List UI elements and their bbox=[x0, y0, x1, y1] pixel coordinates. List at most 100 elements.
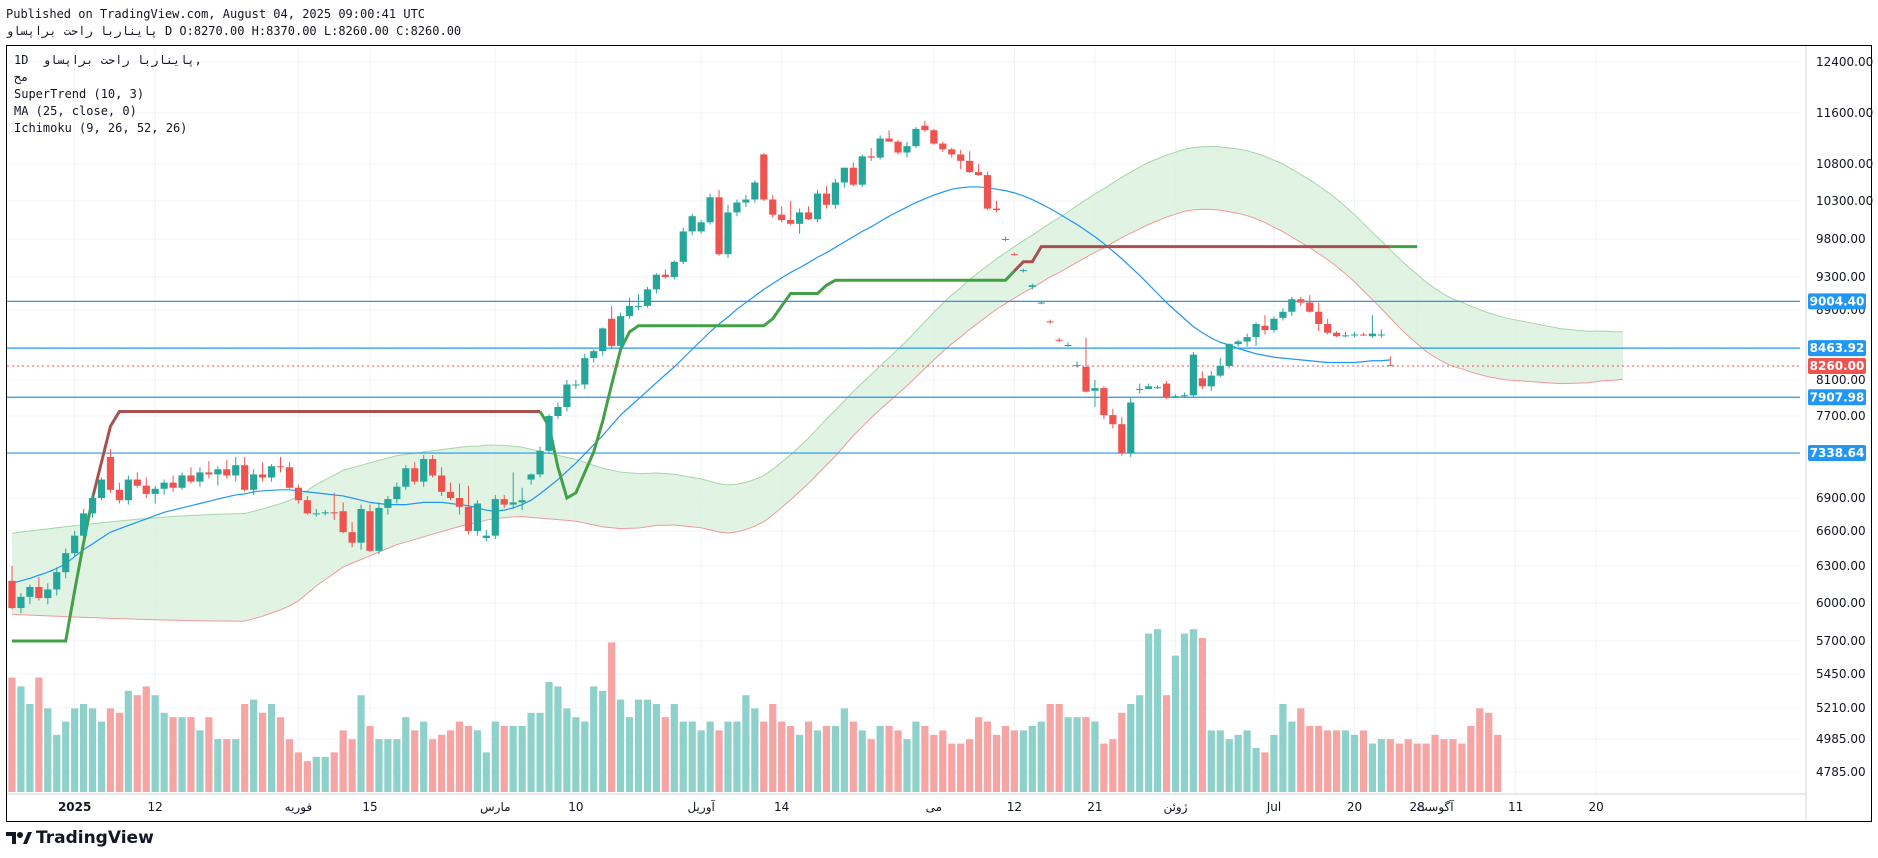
candle-body[interactable] bbox=[1154, 387, 1162, 389]
candle-body[interactable] bbox=[124, 479, 132, 501]
candle-body[interactable] bbox=[250, 474, 258, 490]
candle-body[interactable] bbox=[330, 512, 338, 514]
candle-body[interactable] bbox=[259, 474, 267, 478]
candle-body[interactable] bbox=[1073, 365, 1081, 367]
candle-body[interactable] bbox=[939, 143, 947, 150]
candle-body[interactable] bbox=[1171, 396, 1180, 398]
candle-body[interactable] bbox=[1127, 402, 1135, 453]
candle-body[interactable] bbox=[1180, 395, 1189, 397]
candle-body[interactable] bbox=[1010, 254, 1018, 256]
candle-body[interactable] bbox=[473, 503, 481, 532]
candle-body[interactable] bbox=[903, 146, 911, 153]
candle-body[interactable] bbox=[1207, 375, 1215, 387]
candle-body[interactable] bbox=[1377, 334, 1385, 336]
candle-body[interactable] bbox=[813, 193, 822, 220]
candle-body[interactable] bbox=[1279, 311, 1287, 318]
candle-body[interactable] bbox=[348, 532, 356, 543]
candle-body[interactable] bbox=[1162, 383, 1171, 398]
candle-body[interactable] bbox=[983, 175, 992, 209]
candle-body[interactable] bbox=[634, 305, 643, 307]
candle-body[interactable] bbox=[1341, 335, 1350, 337]
candle-body[interactable] bbox=[1288, 299, 1296, 312]
candle-body[interactable] bbox=[88, 498, 97, 514]
candle-body[interactable] bbox=[169, 482, 177, 488]
candle-body[interactable] bbox=[214, 469, 222, 475]
legend-ma[interactable]: MA (25, close, 0) bbox=[14, 104, 137, 118]
candle-body[interactable] bbox=[312, 513, 320, 515]
candle-body[interactable] bbox=[160, 482, 168, 489]
candle-body[interactable] bbox=[742, 199, 750, 203]
candle-body[interactable] bbox=[796, 212, 804, 224]
candle-body[interactable] bbox=[80, 513, 88, 536]
candle-body[interactable] bbox=[652, 274, 660, 290]
candle-body[interactable] bbox=[867, 156, 875, 158]
candle-body[interactable] bbox=[894, 141, 902, 153]
candle-body[interactable] bbox=[643, 289, 652, 306]
candle-body[interactable] bbox=[1234, 341, 1242, 345]
candle-body[interactable] bbox=[509, 502, 517, 505]
candle-body[interactable] bbox=[187, 475, 195, 482]
candle-body[interactable] bbox=[724, 212, 732, 255]
candle-body[interactable] bbox=[787, 220, 795, 224]
candle-body[interactable] bbox=[500, 499, 508, 505]
candle-body[interactable] bbox=[599, 328, 607, 352]
tradingview-footer[interactable]: TradingView bbox=[6, 828, 154, 848]
candle-body[interactable] bbox=[688, 216, 696, 232]
candle-body[interactable] bbox=[1118, 424, 1126, 453]
candle-body[interactable] bbox=[285, 467, 294, 488]
candle-body[interactable] bbox=[429, 459, 437, 476]
candle-body[interactable] bbox=[831, 182, 839, 205]
candle-body[interactable] bbox=[697, 222, 705, 232]
candle-body[interactable] bbox=[992, 208, 1001, 211]
candle-body[interactable] bbox=[196, 472, 204, 482]
candle-body[interactable] bbox=[1189, 354, 1197, 396]
candle-body[interactable] bbox=[1028, 285, 1036, 287]
candle-body[interactable] bbox=[554, 407, 562, 416]
candle-body[interactable] bbox=[276, 466, 285, 468]
candle-body[interactable] bbox=[375, 507, 383, 551]
candle-body[interactable] bbox=[948, 149, 956, 155]
candle-body[interactable] bbox=[339, 511, 347, 533]
candle-body[interactable] bbox=[1082, 366, 1090, 392]
candle-body[interactable] bbox=[912, 128, 920, 147]
candle-body[interactable] bbox=[849, 167, 857, 185]
candle-body[interactable] bbox=[142, 485, 150, 494]
candle-body[interactable] bbox=[545, 416, 553, 451]
candle-body[interactable] bbox=[1252, 324, 1260, 338]
candle-body[interactable] bbox=[581, 358, 589, 385]
candle-body[interactable] bbox=[62, 553, 70, 573]
candle-body[interactable] bbox=[267, 466, 276, 478]
candle-body[interactable] bbox=[1386, 365, 1394, 367]
candle-body[interactable] bbox=[957, 154, 965, 161]
candle-body[interactable] bbox=[1055, 339, 1063, 341]
candle-body[interactable] bbox=[151, 488, 159, 494]
candle-body[interactable] bbox=[563, 384, 571, 408]
candle-body[interactable] bbox=[482, 535, 490, 538]
legend-supertrend[interactable]: SuperTrend (10, 3) bbox=[14, 87, 145, 101]
candle-body[interactable] bbox=[590, 351, 598, 359]
candle-body[interactable] bbox=[822, 193, 831, 205]
candle-body[interactable] bbox=[1270, 318, 1278, 331]
candle-body[interactable] bbox=[1306, 302, 1314, 312]
candle-body[interactable] bbox=[1333, 332, 1341, 337]
candle-body[interactable] bbox=[518, 500, 526, 503]
candle-body[interactable] bbox=[975, 172, 983, 176]
candle-body[interactable] bbox=[617, 316, 625, 346]
candle-body[interactable] bbox=[1037, 302, 1045, 304]
candle-body[interactable] bbox=[106, 457, 115, 490]
candle-body[interactable] bbox=[858, 156, 866, 185]
candle-body[interactable] bbox=[71, 535, 79, 554]
candle-body[interactable] bbox=[178, 475, 186, 488]
candle-body[interactable] bbox=[661, 274, 669, 277]
candle-body[interactable] bbox=[536, 450, 544, 475]
candle-body[interactable] bbox=[294, 487, 302, 501]
candle-body[interactable] bbox=[1216, 366, 1224, 376]
candle-body[interactable] bbox=[393, 486, 401, 500]
candle-body[interactable] bbox=[232, 465, 240, 476]
candle-body[interactable] bbox=[35, 586, 43, 599]
candle-body[interactable] bbox=[17, 596, 25, 609]
candle-body[interactable] bbox=[751, 182, 759, 200]
candle-body[interactable] bbox=[8, 580, 16, 609]
candle-body[interactable] bbox=[1225, 344, 1233, 366]
